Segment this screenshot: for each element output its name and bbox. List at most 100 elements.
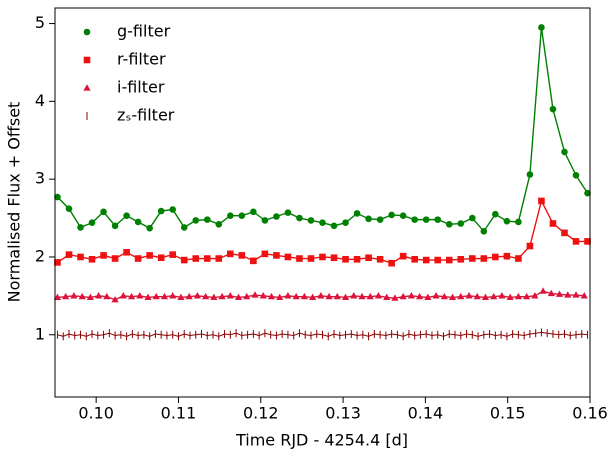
data-point <box>296 214 303 222</box>
data-point <box>160 292 169 300</box>
data-point <box>341 293 350 301</box>
data-point <box>457 220 465 227</box>
data-point <box>123 248 130 256</box>
data-point <box>416 292 424 300</box>
data-point <box>432 292 440 299</box>
data-point <box>134 218 142 226</box>
legend-label: r-filter <box>117 50 166 69</box>
data-point <box>411 216 418 223</box>
data-point <box>440 292 448 300</box>
data-point <box>399 252 407 260</box>
data-point <box>469 214 476 222</box>
data-point <box>366 292 374 300</box>
y-tick-label: 2 <box>35 246 45 265</box>
data-point <box>445 256 453 264</box>
data-point <box>353 255 361 263</box>
data-point <box>78 292 86 300</box>
data-point <box>251 291 259 298</box>
legend-label: zₛ-filter <box>117 106 175 125</box>
data-point <box>169 251 176 258</box>
data-point <box>144 293 152 301</box>
data-point <box>555 290 564 297</box>
data-point <box>202 292 210 300</box>
data-point <box>365 254 372 262</box>
data-point <box>136 292 144 299</box>
data-point <box>127 292 136 300</box>
data-point <box>399 212 407 220</box>
data-point <box>330 254 338 262</box>
data-point <box>374 292 383 299</box>
data-point <box>538 24 545 31</box>
data-point <box>580 292 588 299</box>
data-point <box>227 212 234 220</box>
data-point <box>584 189 591 197</box>
data-point <box>399 292 407 300</box>
data-point <box>284 209 292 216</box>
legend-marker <box>83 28 91 36</box>
data-point <box>564 291 572 298</box>
data-point <box>70 292 78 299</box>
data-point <box>350 292 358 299</box>
data-point <box>300 292 308 300</box>
data-point <box>284 292 292 299</box>
data-point <box>572 291 580 298</box>
data-point <box>103 292 111 300</box>
data-point <box>259 292 267 299</box>
data-point <box>523 292 531 300</box>
data-point <box>445 220 453 228</box>
data-point <box>307 217 315 224</box>
data-point <box>123 212 130 220</box>
data-point <box>515 255 522 262</box>
x-tick-label: 0.16 <box>572 404 608 423</box>
data-point <box>330 222 338 230</box>
data-point <box>261 217 269 224</box>
data-point <box>498 292 506 299</box>
data-point <box>267 292 276 300</box>
data-point <box>358 292 366 300</box>
data-point <box>238 252 246 259</box>
data-point <box>273 252 280 259</box>
data-point <box>77 253 84 261</box>
data-point <box>177 293 185 301</box>
legend-marker <box>83 56 91 64</box>
data-point <box>53 293 62 301</box>
legend-label: i-filter <box>117 78 165 97</box>
data-point <box>261 250 269 258</box>
data-point <box>95 292 103 299</box>
data-point <box>457 255 465 263</box>
data-point <box>243 292 251 300</box>
data-point <box>250 257 257 265</box>
data-point <box>234 293 243 301</box>
data-point <box>88 219 96 227</box>
data-point <box>65 251 73 258</box>
data-point <box>192 217 200 224</box>
legend-marker <box>83 84 91 91</box>
data-point <box>203 255 211 262</box>
data-point <box>411 255 418 263</box>
data-point <box>307 255 315 262</box>
data-point <box>146 252 153 259</box>
data-point <box>319 219 326 227</box>
data-point <box>210 293 218 301</box>
data-point <box>193 292 201 299</box>
data-point <box>276 293 284 301</box>
data-point <box>180 224 188 231</box>
data-point <box>65 205 73 213</box>
data-point <box>353 210 361 217</box>
x-tick-label: 0.10 <box>78 404 114 423</box>
data-point <box>62 292 70 300</box>
data-point <box>157 207 165 215</box>
data-point <box>492 210 499 218</box>
data-point <box>388 211 395 219</box>
data-point <box>296 255 303 262</box>
data-point <box>88 255 96 263</box>
y-axis-label: Normalised Flux + Offset <box>5 102 24 303</box>
data-point <box>215 255 223 262</box>
data-point <box>422 256 430 264</box>
data-point <box>480 255 488 262</box>
data-point <box>238 212 246 220</box>
data-point <box>561 148 568 156</box>
data-point <box>146 224 153 232</box>
data-point <box>538 197 545 205</box>
data-point <box>531 292 539 299</box>
